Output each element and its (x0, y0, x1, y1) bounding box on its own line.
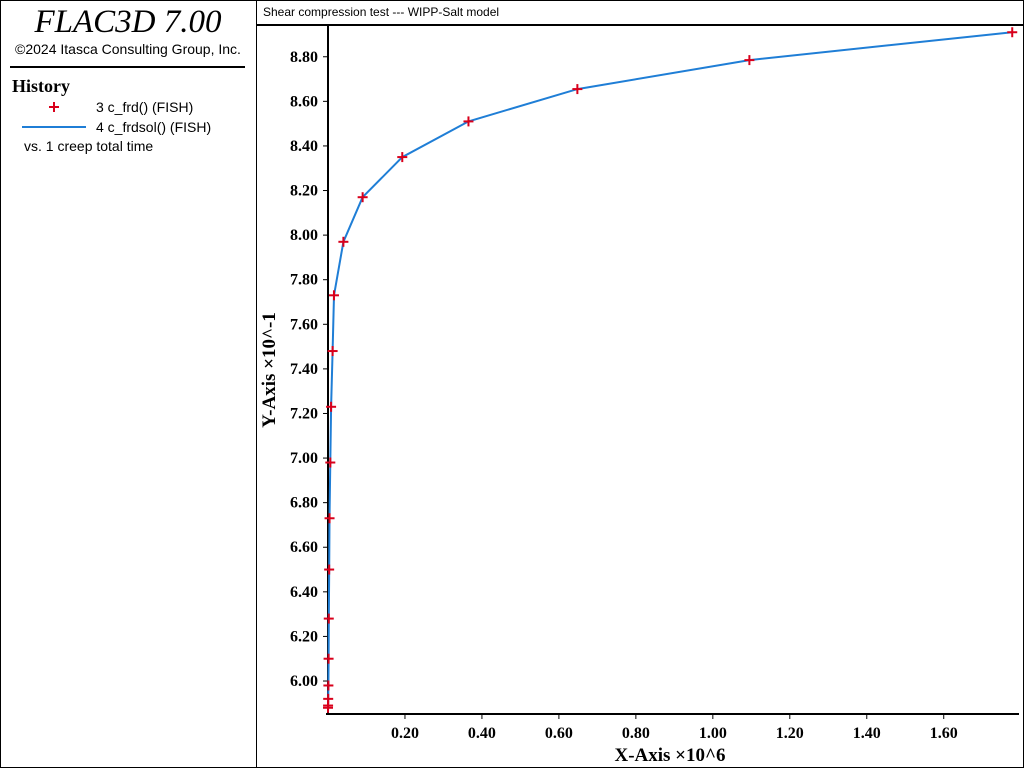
x-tick-label: 0.40 (468, 725, 496, 742)
y-tick-label: 7.00 (290, 450, 318, 467)
data-point-frd (327, 346, 338, 357)
legend-label-frdsol: 4 c_frdsol() (FISH) (96, 119, 212, 135)
y-tick-label: 8.60 (290, 93, 318, 110)
data-point-frd (323, 613, 334, 624)
series-line-frdsol (327, 31, 1013, 708)
data-point-frd (326, 401, 337, 412)
data-point-frd (324, 564, 335, 575)
y-tick-label: 8.00 (290, 227, 318, 244)
x-tick-label: 0.20 (391, 725, 419, 742)
y-tick-label: 7.20 (290, 405, 318, 422)
legend-entry-frdsol: 4 c_frdsol() (FISH) (0, 117, 250, 137)
data-point-frd (328, 290, 339, 301)
x-tick-label: 0.60 (545, 725, 573, 742)
plus-marker-icon (49, 102, 59, 112)
x-axis-title: X-Axis ×10^6 (614, 745, 725, 766)
plot-title: Shear compression test --- WIPP-Salt mod… (263, 5, 500, 19)
x-tick-label: 1.20 (776, 725, 804, 742)
y-axis-title: Y-Axis ×10^-1 (259, 312, 280, 428)
x-tick-label: 1.60 (930, 725, 958, 742)
data-point-frd (397, 152, 408, 163)
data-point-frd (323, 680, 334, 691)
x-tick-label: 1.40 (853, 725, 881, 742)
y-tick-label: 6.00 (290, 673, 318, 690)
legend-heading: History (12, 76, 70, 96)
data-point-frd (1007, 27, 1018, 38)
data-point-frd (744, 55, 755, 66)
y-tick-label: 6.60 (290, 539, 318, 556)
data-point-frd (463, 116, 474, 127)
y-tick-label: 8.80 (290, 49, 318, 66)
data-point-frd (324, 513, 335, 524)
legend-entry-frd: 3 c_frd() (FISH) (0, 97, 250, 117)
data-point-frd (323, 693, 334, 704)
y-tick-label: 8.40 (290, 138, 318, 155)
y-tick-label: 6.20 (290, 628, 318, 645)
y-tick-label: 7.80 (290, 272, 318, 289)
y-tick-label: 7.60 (290, 316, 318, 333)
y-tick-label: 8.20 (290, 183, 318, 200)
line-swatch-icon (22, 126, 86, 128)
data-point-frd (323, 653, 334, 664)
copyright-notice: ©2024 Itasca Consulting Group, Inc. (15, 41, 241, 57)
app-title: FLAC3D 7.00 (34, 4, 222, 40)
data-point-frd (572, 84, 583, 95)
data-point-frd (325, 457, 336, 468)
title-divider (257, 24, 1023, 26)
y-tick-label: 7.40 (290, 361, 318, 378)
legend-label-frd: 3 c_frd() (FISH) (96, 99, 194, 115)
legend-vs-label: vs. 1 creep total time (24, 138, 154, 154)
data-point-frd (338, 236, 349, 247)
x-tick-label: 1.00 (699, 725, 727, 742)
y-tick-label: 6.40 (290, 584, 318, 601)
y-tick-label: 6.80 (290, 495, 318, 512)
x-tick-label: 0.80 (622, 725, 650, 742)
legend-divider (10, 66, 245, 68)
data-point-frd (357, 192, 368, 203)
